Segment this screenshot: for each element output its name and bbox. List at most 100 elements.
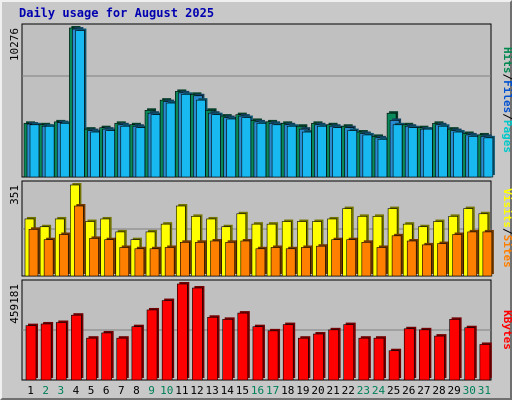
- pages-bar: [407, 127, 418, 178]
- pages-bar: [332, 127, 342, 178]
- pages-bar: [44, 125, 55, 178]
- x-tick-label: 7: [118, 384, 125, 397]
- x-tick-label: 27: [417, 384, 430, 397]
- sites-bar: [74, 205, 84, 277]
- x-tick-label: 13: [205, 384, 218, 397]
- x-tick-label: 11: [175, 384, 188, 397]
- sites-bar: [149, 248, 160, 277]
- pages-bar: [105, 130, 115, 178]
- pages-bar: [29, 124, 40, 178]
- legend-entry: Files: [501, 80, 512, 113]
- x-tick-label: 21: [327, 384, 340, 397]
- kbytes-bar: [116, 337, 128, 381]
- pages-bar: [362, 134, 373, 178]
- kbytes-bar: [298, 337, 309, 381]
- pages-bar: [90, 131, 100, 178]
- x-tick-label: 22: [342, 384, 355, 397]
- pages-bar: [241, 117, 252, 178]
- kbytes-bar: [101, 332, 112, 381]
- sites-bar: [195, 241, 205, 277]
- pages-bar: [150, 114, 161, 178]
- sites-bar: [482, 231, 493, 277]
- y-max-label-3: 459181: [8, 284, 21, 324]
- sites-bar: [240, 240, 251, 277]
- pages-bar: [347, 130, 358, 178]
- pages-bar: [59, 123, 70, 178]
- sites-bar: [119, 247, 130, 277]
- sites-bar: [104, 239, 114, 277]
- kbytes-bar: [479, 344, 491, 381]
- x-tick-label: 24: [372, 384, 386, 397]
- pages-bar: [286, 125, 297, 178]
- sites-bar: [164, 247, 175, 277]
- x-tick-label: 8: [133, 384, 140, 397]
- x-tick-label: 1: [27, 384, 34, 397]
- kbytes-bar: [55, 322, 67, 381]
- y-max-label-1: 10276: [8, 28, 21, 61]
- kbytes-bar: [419, 329, 430, 381]
- pages-bar: [75, 30, 85, 178]
- sites-bar: [467, 231, 478, 277]
- kbytes-bar: [161, 300, 173, 381]
- x-tick-label: 28: [432, 384, 445, 397]
- pages-bar: [271, 124, 282, 178]
- sites-bar: [225, 241, 235, 277]
- sites-bar: [452, 234, 462, 277]
- legend-entry: /: [501, 113, 512, 120]
- pages-bar: [211, 114, 221, 178]
- pages-bar: [483, 137, 494, 178]
- x-tick-label: 4: [73, 384, 80, 397]
- kbytes-bar: [252, 326, 264, 381]
- x-tick-label: 31: [478, 384, 491, 397]
- x-tick-label: 12: [190, 384, 203, 397]
- kbytes-bar: [237, 312, 249, 381]
- sites-bar: [391, 235, 402, 277]
- kbytes-bar: [343, 324, 355, 381]
- sites-bar: [346, 239, 357, 277]
- pages-bar: [226, 118, 236, 178]
- x-tick-label: 14: [221, 384, 235, 397]
- sites-bar: [422, 244, 432, 277]
- kbytes-bar: [373, 337, 385, 381]
- kbytes-bar: [86, 337, 97, 381]
- pages-bar: [468, 136, 479, 178]
- pages-bar: [302, 131, 312, 178]
- kbytes-bar: [328, 329, 339, 381]
- sites-bar: [89, 238, 99, 277]
- x-tick-label: 9: [148, 384, 155, 397]
- sites-bar: [376, 247, 387, 277]
- legend-entry: /: [501, 74, 512, 81]
- x-tick-label: 3: [58, 384, 65, 397]
- sites-bar: [270, 247, 281, 277]
- kbytes-bar: [71, 314, 82, 381]
- pages-bar: [423, 128, 433, 178]
- x-tick-label: 2: [42, 384, 49, 397]
- sites-bar: [134, 248, 145, 277]
- x-tick-label: 6: [103, 384, 110, 397]
- pages-bar: [453, 131, 463, 178]
- sites-bar: [285, 248, 296, 277]
- sites-bar: [255, 248, 266, 277]
- legend-entry: Pages: [501, 120, 512, 153]
- sites-bar: [210, 240, 220, 277]
- kbytes-bar: [313, 333, 324, 381]
- chart-title: Daily usage for August 2025: [19, 6, 215, 20]
- kbytes-bar: [176, 283, 188, 381]
- pages-bar: [256, 123, 267, 178]
- kbytes-bar: [388, 350, 400, 381]
- kbytes-bar: [358, 337, 370, 381]
- kbytes-bar: [131, 326, 143, 381]
- sites-bar: [406, 240, 417, 277]
- pages-bar: [165, 102, 176, 178]
- legend-entry: Hits: [501, 47, 512, 74]
- x-tick-label: 17: [266, 384, 279, 397]
- legend-entry: /: [501, 228, 512, 235]
- kbytes-bar: [40, 323, 52, 381]
- x-tick-label: 20: [311, 384, 324, 397]
- x-tick-label: 18: [281, 384, 294, 397]
- sites-bar: [301, 247, 311, 277]
- pages-bar: [180, 94, 191, 178]
- kbytes-bar: [464, 327, 476, 381]
- pages-bar: [438, 125, 448, 178]
